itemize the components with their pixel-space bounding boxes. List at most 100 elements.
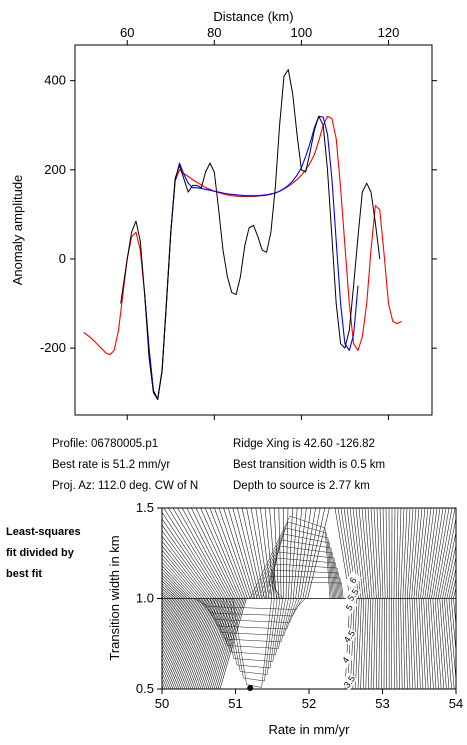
contour-line (441, 598, 450, 689)
contour-line (162, 598, 172, 618)
contour-line (404, 508, 411, 599)
contour-line (383, 598, 385, 689)
profile-y-axis-label: Anomaly amplitude (10, 175, 25, 286)
contour-line (260, 508, 272, 599)
contour-line (271, 569, 342, 599)
contour-line (162, 598, 166, 605)
contour-line (357, 598, 362, 689)
contour-line (163, 508, 222, 599)
contour-line (433, 508, 450, 599)
contour-line (219, 598, 284, 662)
contour-line (409, 508, 417, 599)
misfit-y-tick-label: 0.5 (136, 681, 154, 696)
contour-line (424, 508, 438, 599)
contour-line (402, 598, 406, 689)
misfit-y-axis-label: Transition width in km (107, 535, 122, 660)
contour-line (267, 581, 344, 599)
contour-line (349, 598, 355, 689)
contour-line (434, 598, 442, 689)
contour-line (269, 508, 277, 599)
contour-line (349, 508, 362, 599)
contour-label: 4 (340, 655, 351, 665)
best-fit-point (247, 685, 254, 691)
contour-line (241, 508, 263, 599)
contour-line (448, 598, 456, 683)
contour-line (250, 508, 268, 599)
profile-series-line-2 (83, 115, 402, 400)
contour-line (427, 598, 434, 689)
contour-line (255, 527, 333, 599)
contour-line (258, 533, 334, 599)
contour-line (415, 508, 426, 599)
profile-series-line-0 (120, 69, 381, 400)
profile-x-tick-label: 120 (378, 25, 400, 40)
contour-line (400, 598, 403, 689)
contour-line (444, 598, 452, 689)
contour-line (428, 508, 444, 599)
misfit-x-tick-label: 53 (375, 696, 389, 711)
profile-y-tick-label: 0 (59, 251, 66, 266)
contour-line (168, 508, 224, 599)
contour-line (162, 598, 193, 668)
contour-label-background (344, 571, 362, 590)
contour-line (185, 598, 220, 689)
contour-line (162, 549, 203, 599)
contour-line (162, 553, 200, 599)
profile-id-text: Profile: 06780005.p1 (52, 438, 158, 450)
profile-plot-frame (74, 44, 433, 416)
contour-line (352, 598, 358, 689)
contour-line (213, 598, 242, 689)
contour-line (169, 598, 207, 689)
contour-line (437, 508, 456, 599)
contour-line (432, 598, 439, 689)
contour-line (292, 508, 303, 599)
contour-line (218, 508, 251, 599)
contour-line (364, 508, 373, 599)
contour-line (400, 508, 405, 599)
profile-y-tick-label: -200 (40, 340, 66, 355)
contour-line (211, 598, 241, 689)
contour-line (414, 598, 419, 689)
contour-line (290, 508, 298, 599)
contour-line (398, 598, 400, 689)
contour-line (300, 508, 316, 599)
contour-line (393, 598, 395, 689)
contour-line (237, 508, 260, 599)
contour-line (206, 598, 295, 636)
misfit-chart: 50 51 52 53 540.51.01.5 65.554.543.5 Rate in… (107, 500, 463, 737)
contour-line (165, 598, 204, 689)
contour-line (375, 598, 378, 689)
contour-line (186, 508, 234, 599)
contour-line (162, 598, 167, 608)
contour-line (162, 585, 176, 599)
contour-line (173, 598, 210, 689)
contour-line (219, 598, 247, 689)
contour-line (181, 598, 217, 689)
misfit-x-tick-label: 50 (155, 696, 169, 711)
contour-line (368, 598, 371, 689)
contour-line (232, 508, 258, 599)
contour-line (352, 508, 364, 599)
contour-line (179, 598, 215, 689)
contour-line (162, 598, 177, 628)
contour-line (214, 508, 248, 599)
contour-line (203, 598, 298, 630)
contour-line (407, 598, 411, 689)
profile-y-tick-label: 400 (44, 73, 66, 88)
contour-line (191, 508, 236, 599)
projection-azimuth-text: Proj. Az: 112.0 deg. CW of N (52, 480, 198, 492)
profile-series (83, 69, 402, 400)
contour-line (223, 508, 253, 599)
contour-line (232, 598, 272, 688)
contour-line (189, 598, 223, 689)
contour-line (261, 539, 336, 599)
contour-line (162, 561, 196, 599)
contour-line (422, 508, 435, 599)
contour-line (450, 577, 456, 599)
contour-line (423, 598, 429, 689)
contour-line (162, 598, 183, 643)
contour-line (450, 598, 456, 655)
contour-line (439, 516, 456, 599)
misfit-y-tick-label: 1.0 (136, 591, 154, 606)
